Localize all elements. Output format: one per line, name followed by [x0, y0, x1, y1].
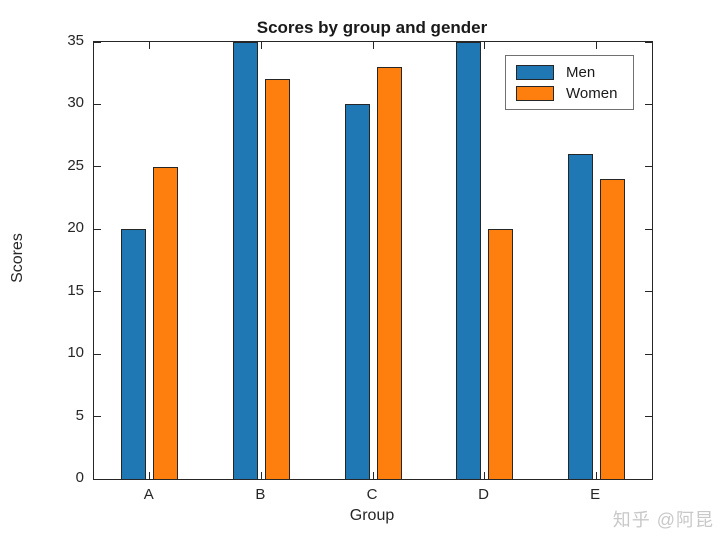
- y-tick-mark: [645, 41, 652, 43]
- y-tick-mark: [645, 228, 652, 230]
- legend-label-men: Men: [566, 64, 596, 81]
- watermark: 知乎 @阿昆: [612, 510, 714, 530]
- x-tick-label: B: [255, 486, 266, 503]
- bar-women-D: [488, 229, 514, 479]
- y-tick-mark: [94, 416, 101, 418]
- y-tick-mark: [94, 41, 101, 43]
- y-tick-mark: [645, 416, 652, 418]
- bar-men-A: [121, 229, 147, 479]
- y-tick-mark: [94, 228, 101, 230]
- y-axis-label: Scores: [9, 233, 26, 283]
- legend-swatch-women: [516, 86, 554, 101]
- legend-swatch-men: [516, 65, 554, 80]
- x-tick-mark: [372, 472, 374, 479]
- bar-women-C: [376, 66, 402, 479]
- y-tick-mark: [645, 103, 652, 105]
- y-tick-label: 10: [67, 344, 84, 362]
- y-tick-label: 5: [75, 406, 84, 424]
- x-tick-mark: [372, 42, 374, 49]
- bar-men-E: [567, 154, 593, 479]
- y-tick-mark: [645, 478, 652, 480]
- bar-women-B: [264, 79, 290, 479]
- x-tick-label: E: [590, 486, 601, 503]
- y-tick-mark: [645, 353, 652, 355]
- x-tick-mark: [149, 42, 151, 49]
- x-tick-label: A: [143, 486, 154, 503]
- x-tick-label: C: [366, 486, 378, 503]
- x-axis-label: Group: [349, 507, 395, 524]
- x-tick-label: D: [478, 486, 490, 503]
- bar-men-C: [344, 104, 370, 479]
- bar-men-D: [456, 42, 482, 479]
- x-tick-mark: [595, 472, 597, 479]
- bar-women-A: [153, 166, 179, 479]
- bar-men-B: [232, 42, 258, 479]
- legend-label-women: Women: [566, 85, 618, 102]
- x-tick-mark: [595, 42, 597, 49]
- y-tick-mark: [94, 166, 101, 168]
- legend: Men Women: [505, 55, 634, 110]
- y-tick-label: 25: [67, 156, 84, 174]
- y-tick-mark: [94, 478, 101, 480]
- legend-row-men: Men: [506, 62, 633, 83]
- x-tick-mark: [260, 472, 262, 479]
- plot-area: [93, 41, 653, 480]
- x-tick-mark: [484, 42, 486, 49]
- y-tick-mark: [645, 291, 652, 293]
- chart-title: Scores by group and gender: [256, 18, 488, 37]
- y-tick-label: 30: [67, 94, 84, 112]
- legend-row-women: Women: [506, 83, 633, 104]
- y-tick-label: 0: [75, 469, 84, 486]
- y-tick-mark: [94, 103, 101, 105]
- y-tick-mark: [94, 291, 101, 293]
- bar-women-E: [599, 179, 625, 479]
- x-tick-mark: [149, 472, 151, 479]
- x-tick-mark: [484, 472, 486, 479]
- x-tick-mark: [260, 42, 262, 49]
- y-tick-mark: [645, 166, 652, 168]
- y-tick-label: 20: [67, 219, 84, 237]
- y-tick-label: 15: [67, 281, 84, 299]
- y-tick-mark: [94, 353, 101, 355]
- y-tick-label: 35: [67, 32, 84, 49]
